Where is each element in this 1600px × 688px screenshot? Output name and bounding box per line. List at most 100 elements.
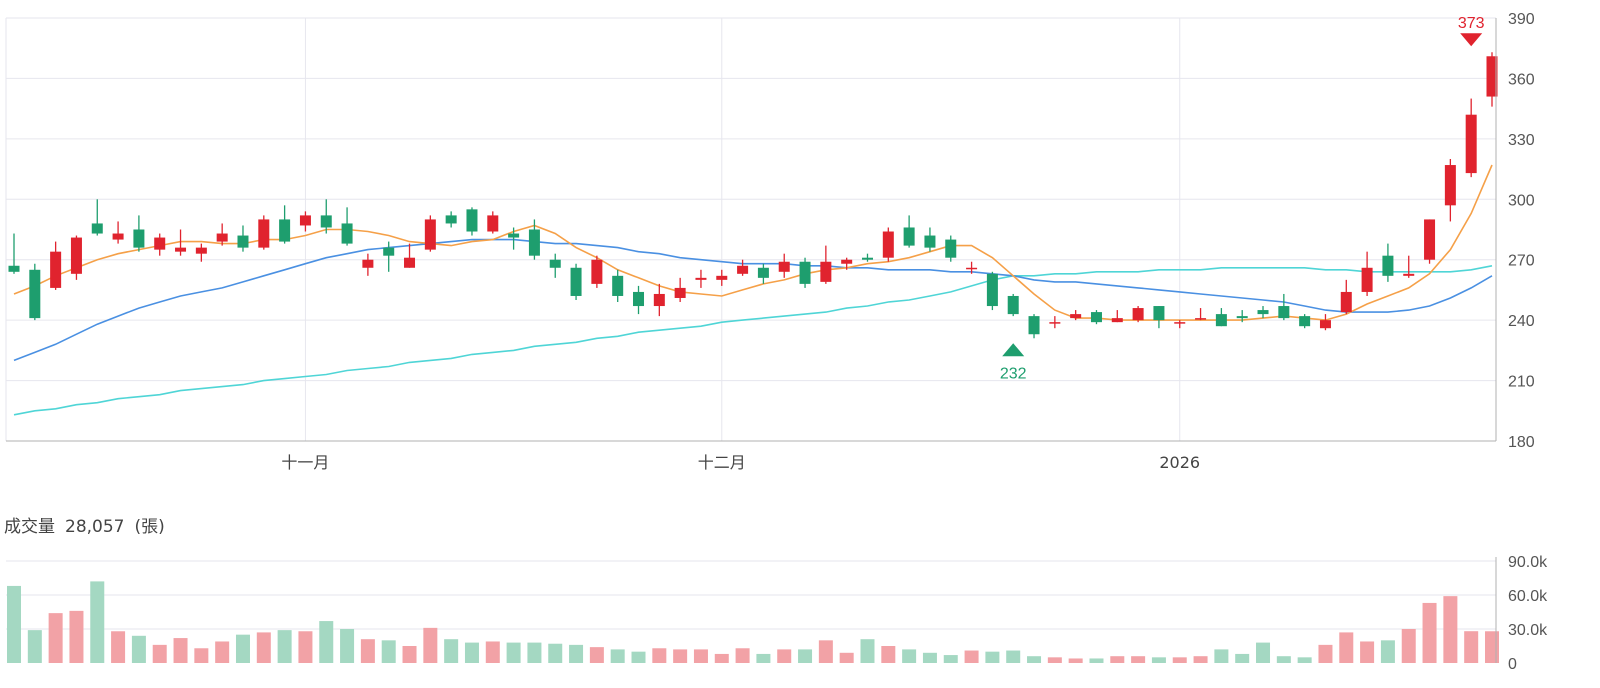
volume-bar	[444, 639, 459, 663]
candle-body	[91, 223, 103, 234]
volume-bar	[798, 649, 813, 663]
volume-bar	[839, 652, 854, 663]
volume-bar	[319, 621, 334, 663]
ma5-line	[13, 164, 1493, 321]
candle-body	[674, 287, 686, 298]
candle-body	[445, 215, 457, 224]
candle-body	[549, 259, 561, 268]
candle-body	[195, 247, 207, 254]
price-tick-label: 300	[1508, 192, 1535, 209]
volume-tick-label: 60.0k	[1508, 588, 1548, 605]
volume-bar	[548, 643, 563, 663]
volume-bar	[631, 651, 646, 663]
ma20-line	[13, 238, 1493, 362]
volume-bar	[485, 641, 500, 663]
candle-body	[258, 219, 270, 248]
candle-body	[695, 277, 707, 280]
volume-unit: (張)	[134, 517, 165, 537]
candle-body	[175, 247, 187, 252]
volume-bar	[215, 641, 230, 663]
candle-body	[341, 223, 353, 244]
candle-body	[1257, 310, 1269, 315]
candle-body	[1278, 306, 1290, 319]
candle-body	[1465, 114, 1477, 174]
volume-bar	[277, 630, 292, 663]
volume-bar	[1110, 656, 1125, 663]
volume-bar	[943, 655, 958, 663]
volume-bar	[256, 632, 271, 663]
volume-bar	[1464, 631, 1479, 663]
candle-body	[1340, 291, 1352, 313]
volume-bar	[1235, 653, 1250, 663]
volume-bar	[569, 644, 584, 663]
candle-body	[653, 293, 665, 307]
price-tick-label: 390	[1508, 11, 1535, 28]
candle-body	[299, 215, 311, 226]
volume-tick-label: 0	[1508, 656, 1517, 673]
volume-bar	[881, 646, 896, 663]
volume-bar	[1089, 658, 1104, 663]
volume-bar	[818, 640, 833, 663]
candle-body	[1236, 316, 1248, 319]
volume-bar	[1131, 656, 1146, 663]
high-marker-arrow	[1460, 33, 1483, 47]
volume-bar	[402, 646, 417, 663]
volume-bar	[1401, 629, 1416, 663]
month-label: 十二月	[698, 453, 746, 472]
price-markers: 373 232	[1000, 15, 1485, 382]
volume-bar	[152, 644, 167, 663]
ma60-line	[13, 265, 1493, 416]
volume-bar	[589, 647, 604, 663]
candle-body	[1174, 322, 1186, 324]
candle-body	[1486, 56, 1498, 97]
price-tick-label: 240	[1508, 313, 1535, 330]
volume-bars	[7, 581, 1499, 663]
candle-body	[1195, 318, 1207, 320]
volume-bar	[1360, 641, 1375, 663]
volume-bar	[90, 581, 105, 663]
candle-body	[70, 237, 82, 274]
volume-bar	[1047, 657, 1062, 663]
candle-body	[1007, 295, 1019, 315]
volume-bar	[922, 652, 937, 663]
volume-bar	[1380, 640, 1395, 663]
candle-body	[133, 229, 145, 248]
price-tick-label: 330	[1508, 132, 1535, 149]
candle-body	[1049, 322, 1061, 324]
month-label: 十一月	[281, 453, 329, 472]
volume-bar	[1485, 631, 1499, 663]
candle-body	[1132, 308, 1144, 321]
candle-body	[1070, 314, 1082, 319]
candle-body	[986, 273, 998, 307]
volume-bar	[756, 653, 771, 663]
candle-body	[237, 235, 249, 248]
volume-bar	[693, 649, 708, 663]
candle-body	[841, 259, 853, 264]
candle-body	[1403, 273, 1415, 276]
candle-body	[1028, 316, 1040, 335]
volume-bar	[464, 642, 479, 663]
candlesticks	[8, 52, 1498, 339]
volume-bar	[340, 629, 355, 663]
volume-bar	[381, 640, 396, 663]
volume-bar	[1297, 657, 1312, 663]
volume-bar	[235, 634, 250, 663]
candle-body	[508, 233, 520, 238]
volume-bar	[27, 630, 42, 663]
candle-body	[799, 261, 811, 284]
volume-bar	[111, 631, 126, 663]
candle-body	[861, 257, 873, 260]
volume-bar	[860, 639, 875, 663]
candle-body	[924, 235, 936, 248]
candle-body	[757, 267, 769, 278]
volume-bar	[652, 648, 667, 663]
volume-bar	[1006, 650, 1021, 663]
volume-bar	[1027, 656, 1042, 663]
candle-body	[112, 233, 124, 240]
candle-body	[383, 247, 395, 256]
volume-bar	[194, 648, 209, 663]
candle-body	[903, 227, 915, 246]
volume-bar	[985, 651, 1000, 663]
